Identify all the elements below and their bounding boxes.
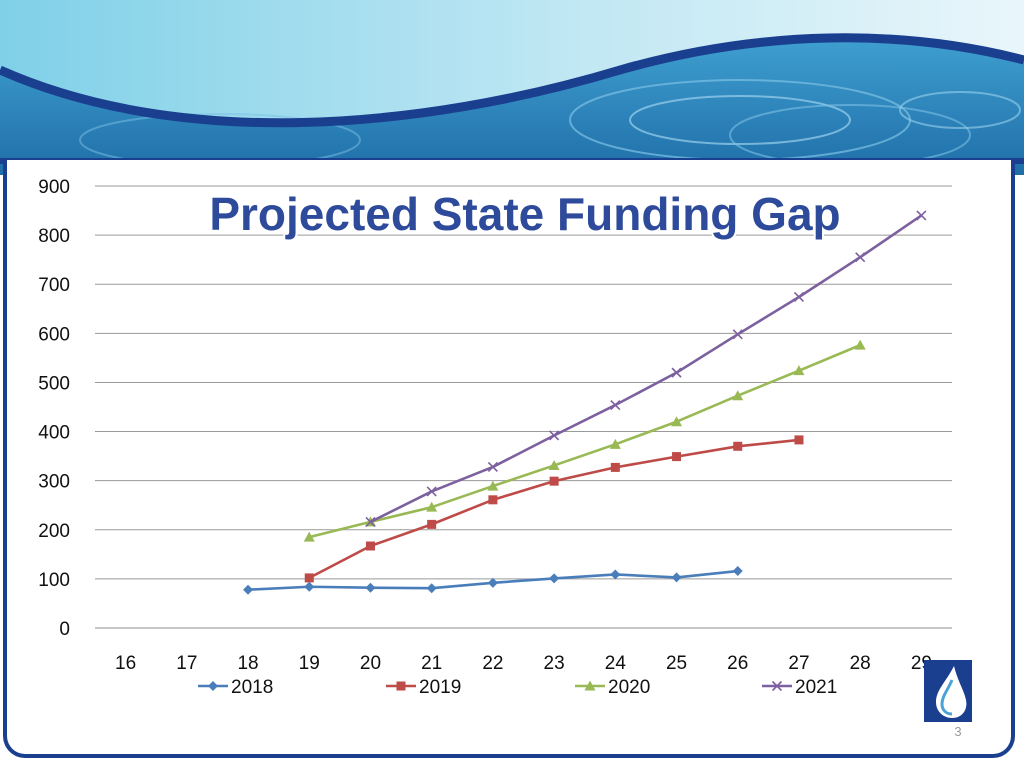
series-2018 [243,566,743,595]
y-tick-label: 100 [38,570,70,591]
y-tick-label: 200 [38,521,70,542]
x-tick-label: 20 [360,653,381,674]
y-tick-label: 700 [38,275,70,296]
point-2018 [365,582,376,593]
point-2020 [303,531,315,542]
water-banner [0,0,1024,175]
point-2021 [916,210,927,221]
legend-label: 2021 [795,677,837,698]
x-tick-label: 18 [237,653,258,674]
point-2020 [609,438,621,449]
legend-item-2018: 2018 [198,677,273,698]
point-2021 [793,291,805,303]
y-axis-ticks: 0 100 200 300 400 500 600 700 800 900 [38,177,70,640]
point-2021 [671,367,682,378]
point-2021 [426,486,437,497]
point-2021 [732,329,743,340]
point-2020 [732,390,744,401]
point-2019 [610,462,620,472]
point-2021 [855,252,866,263]
point-2019 [488,495,498,505]
x-tick-label: 22 [482,653,503,674]
x-tick-label: 28 [850,653,871,674]
line-2021 [369,214,923,524]
legend-item-2021: 2021 [762,677,837,698]
point-2019 [672,452,682,462]
x-tick-label: 23 [544,653,565,674]
point-2018 [304,581,315,592]
point-2021 [487,461,498,472]
point-2020 [854,339,866,350]
point-legend-2018 [208,681,218,691]
legend: 2018 2019 2020 2021 [198,677,837,698]
point-2020 [793,365,805,376]
point-2020 [426,501,438,512]
x-tick-label: 25 [666,653,687,674]
point-2019 [427,519,437,529]
y-tick-label: 0 [59,619,70,640]
point-2018 [732,566,743,577]
point-legend-2019 [396,681,406,691]
legend-item-2020: 2020 [575,677,650,698]
y-tick-label: 800 [38,226,70,247]
legend-label: 2018 [231,677,273,698]
x-tick-label: 24 [605,653,627,674]
gridlines [95,185,952,629]
water-drop-logo [924,660,972,722]
page-number: 3 [954,724,962,739]
point-2019 [794,435,804,445]
series-2019 [304,435,804,583]
y-tick-label: 300 [38,472,70,493]
y-tick-label: 600 [38,324,70,345]
x-tick-label: 19 [299,653,320,674]
point-2018 [487,577,498,588]
legend-label: 2019 [419,677,461,698]
point-2019 [733,441,743,451]
x-axis-ticks: 16 17 18 19 20 21 22 23 24 25 26 27 28 29 [115,653,932,674]
point-legend-2021 [771,680,783,692]
y-tick-label: 900 [38,177,70,198]
point-2020 [548,459,560,470]
x-tick-label: 21 [421,653,442,674]
point-2021 [549,430,560,441]
series-layer [243,210,927,595]
series-2021 [365,210,927,527]
x-tick-label: 27 [788,653,809,674]
point-2018 [426,583,437,594]
point-2020 [487,480,499,491]
point-2018 [549,573,560,584]
point-2021 [610,399,621,411]
point-2018 [243,584,254,595]
series-2020 [303,339,866,542]
y-tick-label: 400 [38,423,70,444]
line-2020 [308,343,861,539]
point-legend-2020 [584,680,596,691]
y-tick-label: 500 [38,373,70,394]
point-2019 [365,541,375,551]
point-2018 [671,572,682,583]
legend-item-2019: 2019 [386,677,461,698]
legend-label: 2020 [608,677,650,698]
x-tick-label: 16 [115,653,136,674]
point-2019 [549,476,559,486]
chart-title: Projected State Funding Gap [209,188,840,240]
point-2021 [365,516,376,527]
x-tick-label: 26 [727,653,748,674]
point-2019 [304,573,314,583]
point-2018 [610,569,621,580]
x-tick-label: 17 [176,653,197,674]
point-2020 [671,416,683,427]
